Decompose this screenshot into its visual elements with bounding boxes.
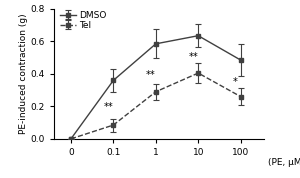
Text: (PE, μM): (PE, μM) bbox=[268, 158, 300, 167]
Y-axis label: PE-induced contraction (g): PE-induced contraction (g) bbox=[19, 14, 28, 134]
Legend: DMSO, Tel: DMSO, Tel bbox=[59, 10, 107, 31]
Text: **: ** bbox=[146, 70, 156, 80]
Text: **: ** bbox=[103, 102, 113, 112]
Text: *: * bbox=[233, 77, 238, 87]
Text: **: ** bbox=[188, 52, 198, 62]
